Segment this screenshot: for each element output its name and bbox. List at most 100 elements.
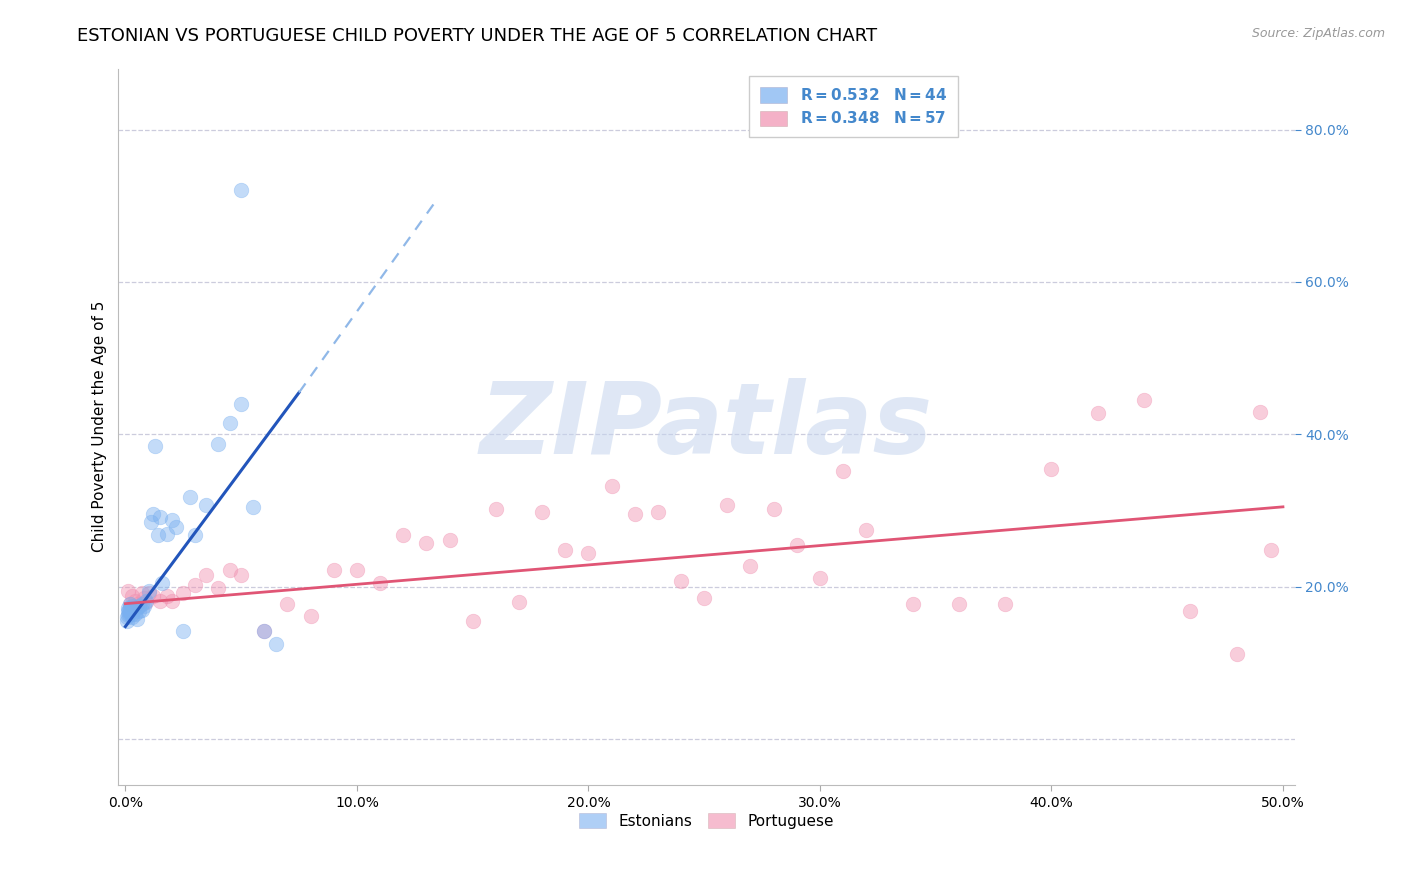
Point [1087,406,1109,420]
Point [346,563,368,577]
Point [145,439,167,453]
Point [138,586,160,600]
Point [172,586,194,600]
Point [994,597,1017,611]
Point [439,533,461,547]
Point [124,601,146,615]
Point [693,591,716,606]
Point [184,528,207,542]
Text: ZIPatlas: ZIPatlas [479,378,934,475]
Point [231,184,253,198]
Point [118,607,141,621]
Point [132,599,155,613]
Point [218,416,240,430]
Point [508,595,530,609]
Point [207,436,229,450]
Point [578,545,600,559]
Point [121,610,143,624]
Point [1040,461,1063,475]
Point [128,599,150,613]
Point [1133,393,1156,408]
Point [160,513,183,527]
Point [762,502,785,516]
Point [322,563,344,577]
Point [231,568,253,582]
Point [118,601,141,615]
Point [128,599,150,613]
Point [142,508,165,522]
Point [554,543,576,558]
Point [125,601,148,615]
Point [172,624,194,639]
Point [118,597,141,611]
Point [740,558,762,573]
Text: Source: ZipAtlas.com: Source: ZipAtlas.com [1251,27,1385,40]
Point [135,595,157,609]
Point [179,490,201,504]
Point [146,528,169,542]
Point [118,603,141,617]
Point [149,509,172,524]
Point [138,583,160,598]
Point [117,601,139,615]
Point [118,604,141,618]
Point [121,607,143,621]
Point [125,612,148,626]
Point [786,538,808,552]
Point [117,604,139,618]
Point [368,576,391,591]
Point [1249,404,1271,418]
Point [231,397,253,411]
Point [124,593,146,607]
Point [132,591,155,606]
Point [948,597,970,611]
Point [118,597,141,611]
Point [1226,647,1249,661]
Point [276,597,298,611]
Point [218,563,240,577]
Point [623,508,645,522]
Point [125,597,148,611]
Point [121,599,143,613]
Point [124,607,146,621]
Point [299,608,322,623]
Point [195,568,218,582]
Point [808,571,831,585]
Point [128,604,150,618]
Point [135,593,157,607]
Point [716,498,738,512]
Point [139,515,162,529]
Point [415,535,437,549]
Point [156,589,179,603]
Legend: Estonians, Portuguese: Estonians, Portuguese [572,806,841,835]
Point [152,576,174,591]
Point [647,505,669,519]
Point [242,500,264,514]
Point [165,520,187,534]
Point [901,597,924,611]
Point [184,578,207,592]
Point [195,498,218,512]
Point [461,614,484,628]
Point [131,586,153,600]
Point [1180,604,1202,618]
Point [832,464,855,478]
Point [117,583,139,598]
Point [600,479,623,493]
Point [531,505,554,519]
Point [485,502,508,516]
Y-axis label: Child Poverty Under the Age of 5: Child Poverty Under the Age of 5 [93,301,107,552]
Point [392,528,415,542]
Point [156,526,179,541]
Point [149,593,172,607]
Point [264,637,287,651]
Point [117,608,139,623]
Point [253,624,276,639]
Point [115,610,138,624]
Point [160,593,183,607]
Point [121,589,143,603]
Text: ESTONIAN VS PORTUGUESE CHILD POVERTY UNDER THE AGE OF 5 CORRELATION CHART: ESTONIAN VS PORTUGUESE CHILD POVERTY UND… [77,27,877,45]
Point [131,597,153,611]
Point [1260,543,1282,558]
Point [142,589,165,603]
